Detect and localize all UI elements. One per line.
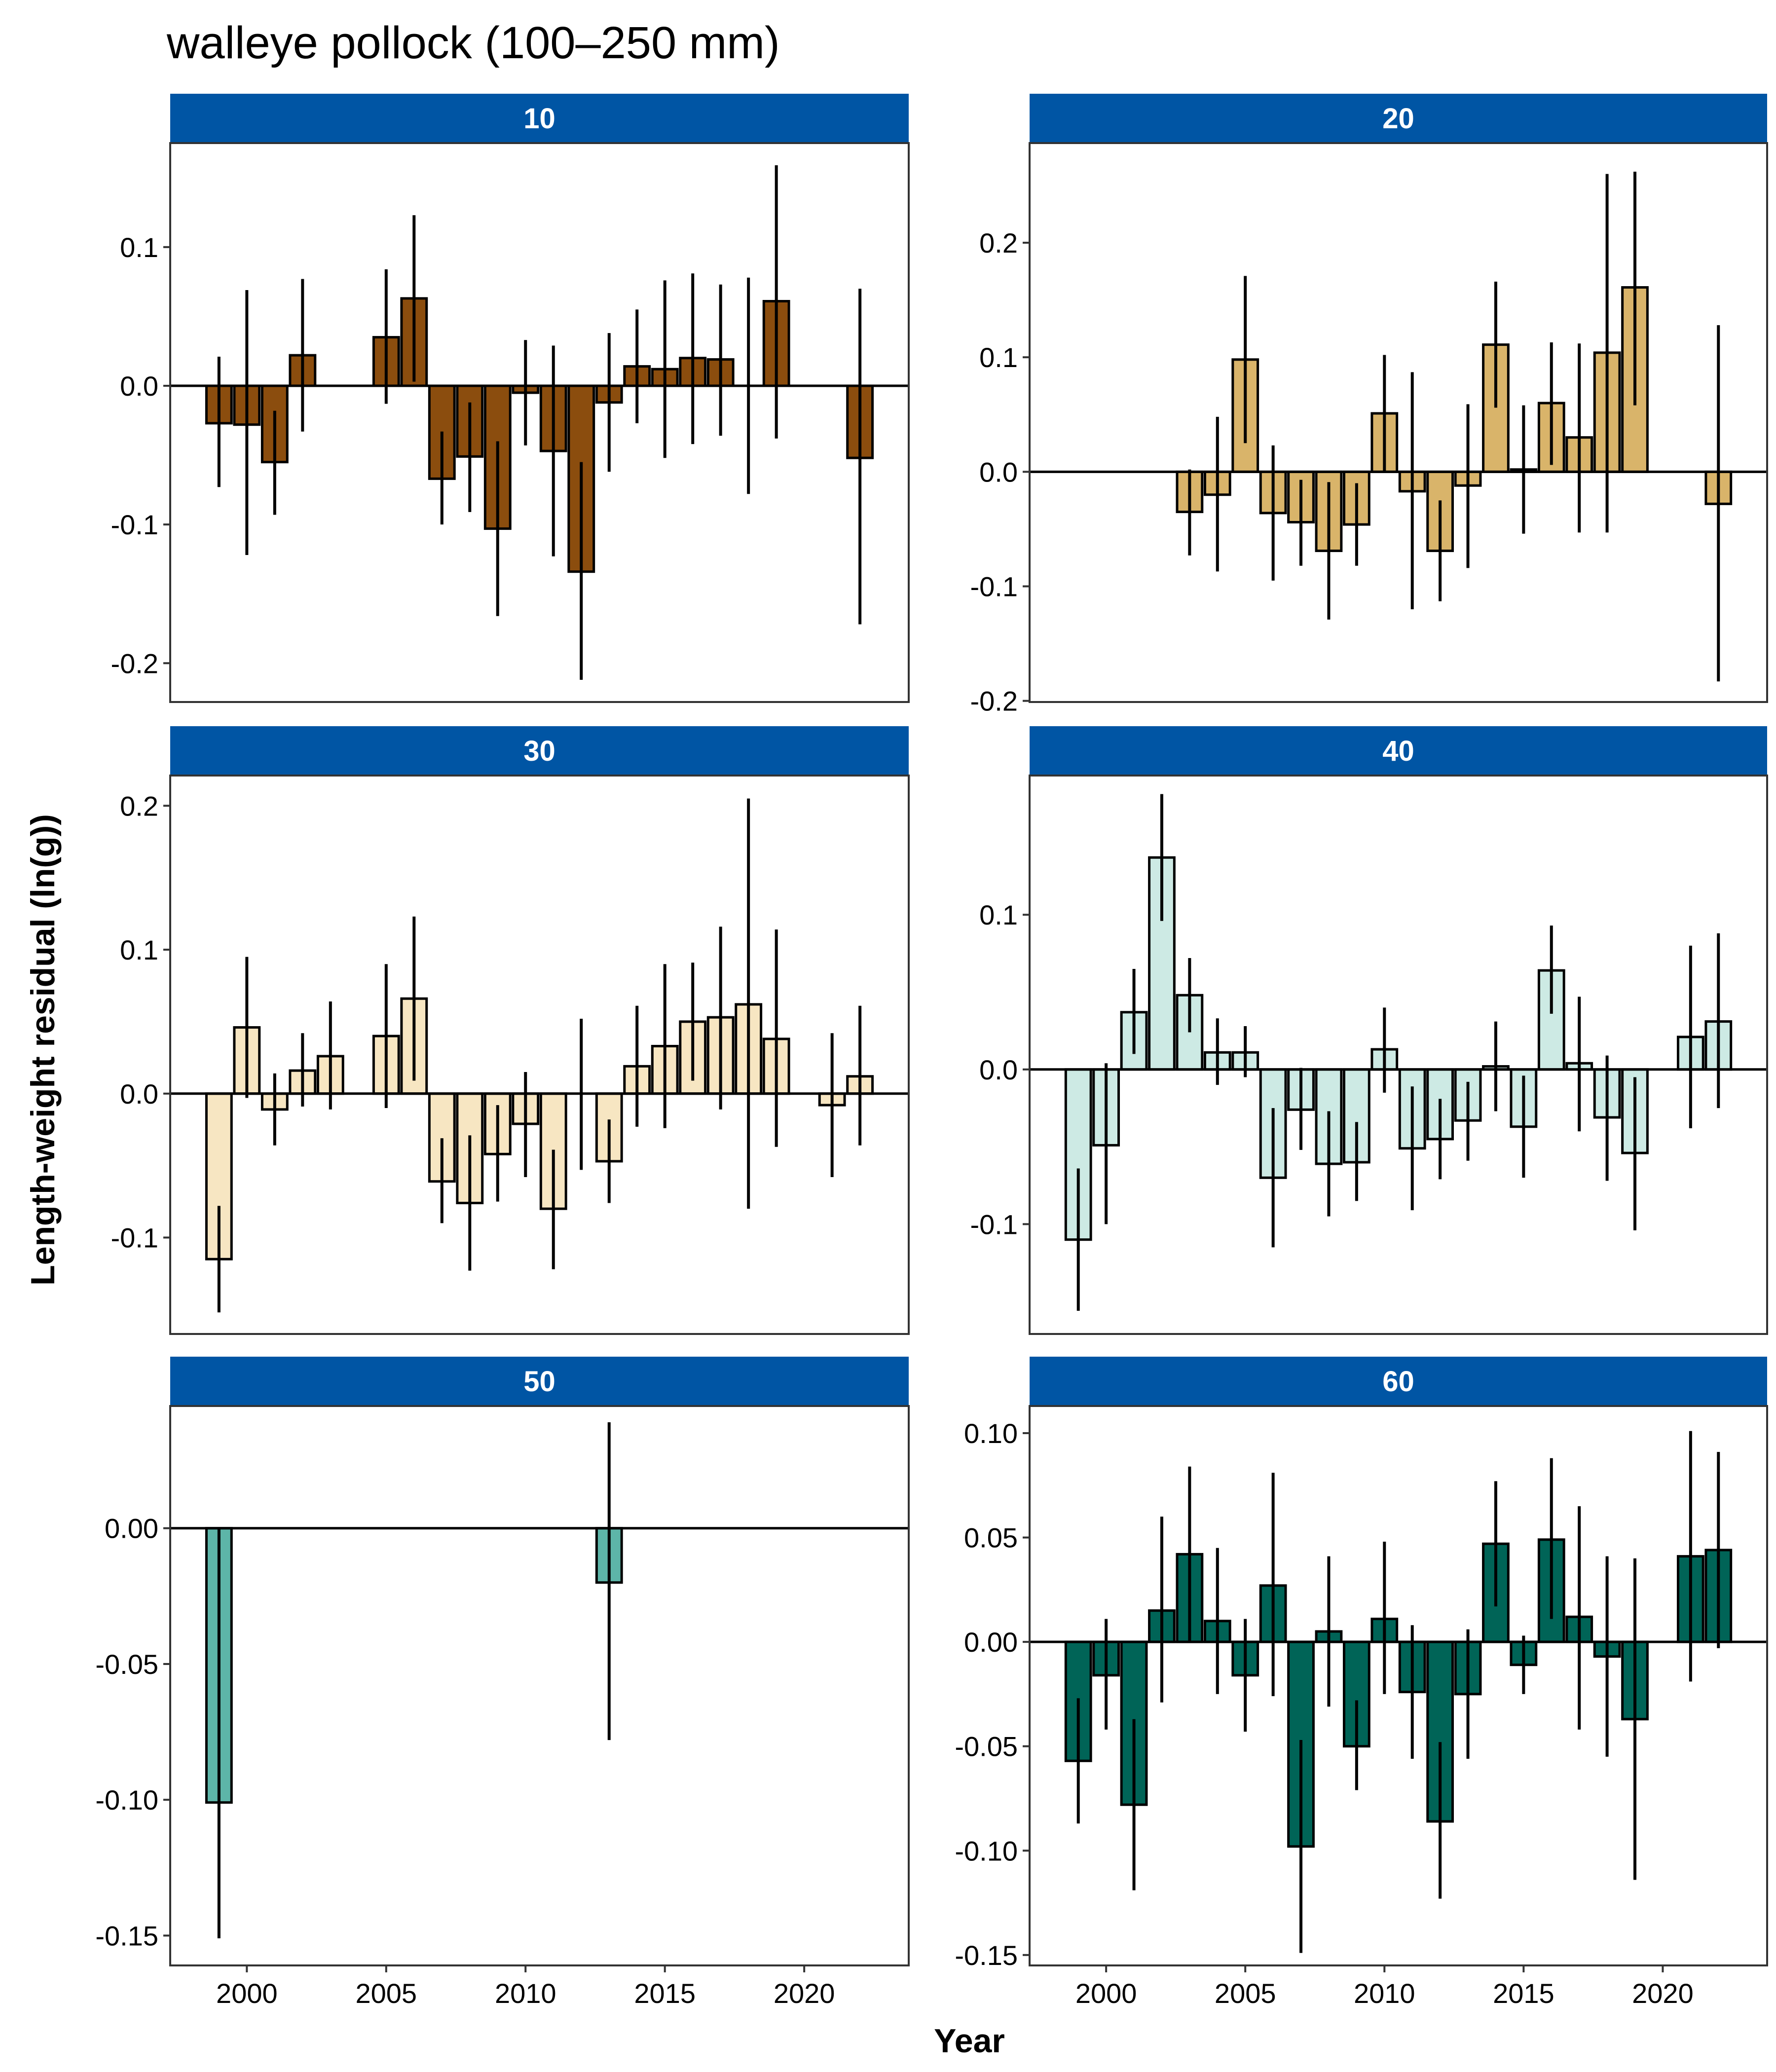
x-axis-title: Year xyxy=(934,2022,1005,2060)
y-tick-label: 0.2 xyxy=(979,227,1018,259)
facet-strip-label: 20 xyxy=(1382,103,1414,135)
bar-2014 xyxy=(1482,343,1510,473)
y-tick-label: 0.00 xyxy=(105,1513,158,1544)
facet-strip-label: 30 xyxy=(523,735,555,767)
facet-strip xyxy=(170,726,909,776)
panel-border xyxy=(169,142,910,703)
panel-border xyxy=(169,775,910,1335)
x-tick-label: 2020 xyxy=(774,1978,835,2009)
facet-strip xyxy=(1030,94,1767,143)
y-tick-label: 0.1 xyxy=(979,342,1018,373)
facet-strip xyxy=(1030,726,1767,776)
y-tick-label: -0.1 xyxy=(970,1209,1018,1240)
y-tick-label: -0.2 xyxy=(970,686,1018,717)
x-tick-label: 2005 xyxy=(1215,1978,1276,2009)
y-tick-label: 0.0 xyxy=(979,456,1018,487)
x-tick-label: 2010 xyxy=(495,1978,556,2009)
facet-panel-60: 60 -0.15 -0.10 -0.05 0.00 0.05 0.10 2000 2005 201… xyxy=(955,1357,1768,2009)
y-axis-title: Length-weight residual (ln(g)) xyxy=(24,814,62,1286)
y-tick-label: 0.0 xyxy=(979,1054,1018,1085)
y-tick-label: 0.0 xyxy=(120,1078,158,1110)
y-tick-label: -0.1 xyxy=(970,571,1018,602)
y-tick-label: 0.00 xyxy=(964,1627,1018,1658)
facet-strip-label: 60 xyxy=(1382,1366,1414,1398)
y-tick-label: 0.1 xyxy=(120,232,158,263)
x-tick-label: 2000 xyxy=(216,1978,278,2009)
y-tick-label: -0.2 xyxy=(111,648,159,679)
facet-panel-40: 40 -0.1 0.0 0.1 xyxy=(970,726,1768,1335)
y-tick-label: 0.1 xyxy=(120,934,158,965)
y-tick-label: -0.10 xyxy=(955,1835,1018,1866)
y-tick-label: -0.15 xyxy=(955,1940,1018,1971)
y-tick-label: -0.1 xyxy=(111,1222,159,1254)
y-tick-label: 0.2 xyxy=(120,790,158,821)
facet-strip xyxy=(170,1357,909,1406)
y-tick-label: 0.0 xyxy=(120,370,158,402)
panel-border xyxy=(169,1405,910,1966)
facet-panels: 10 -0.2 -0.1 0.0 0.1 20 -0.2 -0.1 0.0 0.1 0.2 30 -0.… xyxy=(95,94,1768,2009)
facet-strip-label: 50 xyxy=(523,1366,555,1398)
facet-panel-20: 20 -0.2 -0.1 0.0 0.1 0.2 xyxy=(970,94,1768,717)
facet-strip-label: 10 xyxy=(523,103,555,135)
panel-border xyxy=(1029,1405,1768,1966)
x-tick-label: 2010 xyxy=(1354,1978,1415,2009)
x-tick-label: 2000 xyxy=(1075,1978,1137,2009)
facet-strip-label: 40 xyxy=(1382,735,1414,767)
facet-strip xyxy=(170,94,909,143)
facet-strip xyxy=(1030,1357,1767,1406)
panel-border xyxy=(1029,142,1768,703)
y-tick-label: -0.05 xyxy=(95,1649,158,1680)
y-tick-label: -0.1 xyxy=(111,509,159,540)
facet-panel-30: 30 -0.1 0.0 0.1 0.2 xyxy=(111,726,910,1335)
y-tick-label: 0.05 xyxy=(964,1522,1018,1554)
y-tick-label: -0.05 xyxy=(955,1731,1018,1762)
facet-panel-10: 10 -0.2 -0.1 0.0 0.1 xyxy=(111,94,910,703)
x-tick-label: 2020 xyxy=(1632,1978,1694,2009)
facet-panel-50: 50 -0.15 -0.10 -0.05 0.00 2000 2005 2010 2015 202… xyxy=(95,1357,910,2009)
chart-title: walleye pollock (100–250 mm) xyxy=(166,18,780,68)
y-tick-label: -0.10 xyxy=(95,1784,158,1815)
y-tick-label: -0.15 xyxy=(95,1920,158,1951)
panel-border xyxy=(1029,775,1768,1335)
x-tick-label: 2015 xyxy=(634,1978,696,2009)
x-tick-label: 2015 xyxy=(1493,1978,1554,2009)
x-tick-label: 2005 xyxy=(356,1978,417,2009)
y-tick-label: 0.1 xyxy=(979,899,1018,930)
y-tick-label: 0.10 xyxy=(964,1418,1018,1449)
